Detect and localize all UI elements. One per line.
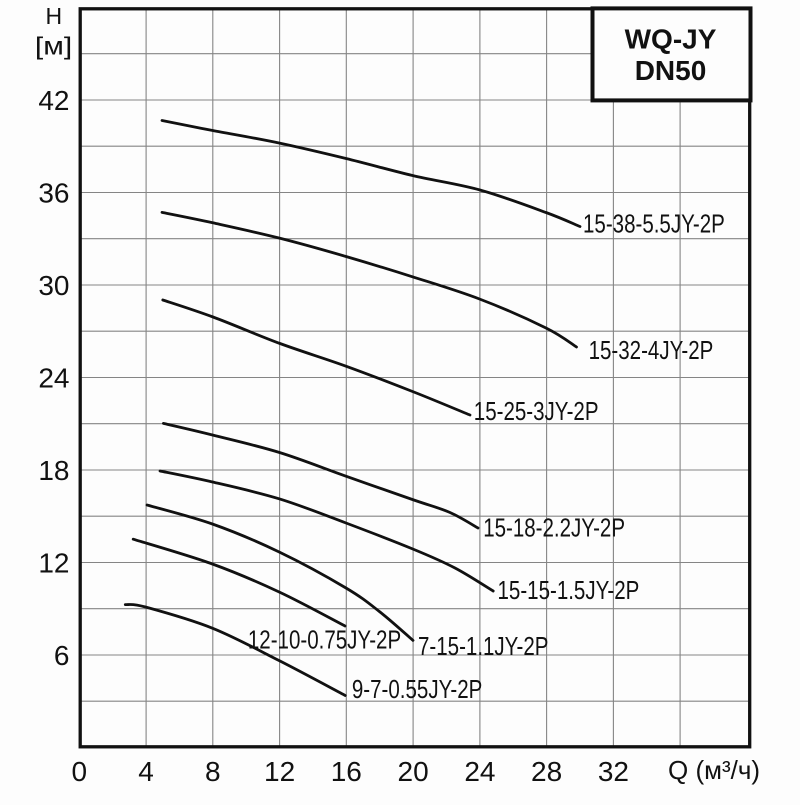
svg-text:20: 20	[398, 756, 429, 787]
svg-text:4: 4	[138, 756, 154, 787]
svg-text:15-15-1.5JY-2P: 15-15-1.5JY-2P	[498, 576, 640, 605]
svg-text:24: 24	[38, 363, 69, 394]
svg-text:16: 16	[331, 756, 362, 787]
svg-text:15-38-5.5JY-2P: 15-38-5.5JY-2P	[583, 209, 725, 238]
svg-text:[м]: [м]	[35, 32, 72, 60]
svg-text:7-15-1.1JY-2P: 7-15-1.1JY-2P	[418, 632, 548, 661]
svg-text:WQ-JY: WQ-JY	[625, 24, 717, 55]
svg-text:15-18-2.2JY-2P: 15-18-2.2JY-2P	[483, 513, 625, 542]
svg-text:12-10-0.75JY-2P: 12-10-0.75JY-2P	[248, 625, 401, 654]
svg-text:H: H	[45, 3, 62, 29]
svg-text:15-32-4JY-2P: 15-32-4JY-2P	[589, 336, 714, 365]
svg-text:0: 0	[72, 756, 88, 787]
svg-text:DN50: DN50	[635, 55, 707, 86]
svg-text:42: 42	[38, 85, 69, 116]
svg-text:32: 32	[598, 756, 629, 787]
svg-text:28: 28	[531, 756, 562, 787]
svg-text:12: 12	[264, 756, 295, 787]
svg-text:36: 36	[38, 178, 69, 209]
svg-text:18: 18	[38, 455, 69, 486]
svg-text:12: 12	[38, 548, 69, 579]
svg-text:24: 24	[464, 756, 495, 787]
svg-text:8: 8	[205, 756, 221, 787]
svg-text:9-7-0.55JY-2P: 9-7-0.55JY-2P	[352, 675, 482, 704]
svg-text:30: 30	[38, 270, 69, 301]
svg-text:15-25-3JY-2P: 15-25-3JY-2P	[474, 396, 599, 425]
svg-text:Q (м³/ч): Q (м³/ч)	[668, 755, 760, 785]
svg-text:6: 6	[54, 640, 70, 671]
